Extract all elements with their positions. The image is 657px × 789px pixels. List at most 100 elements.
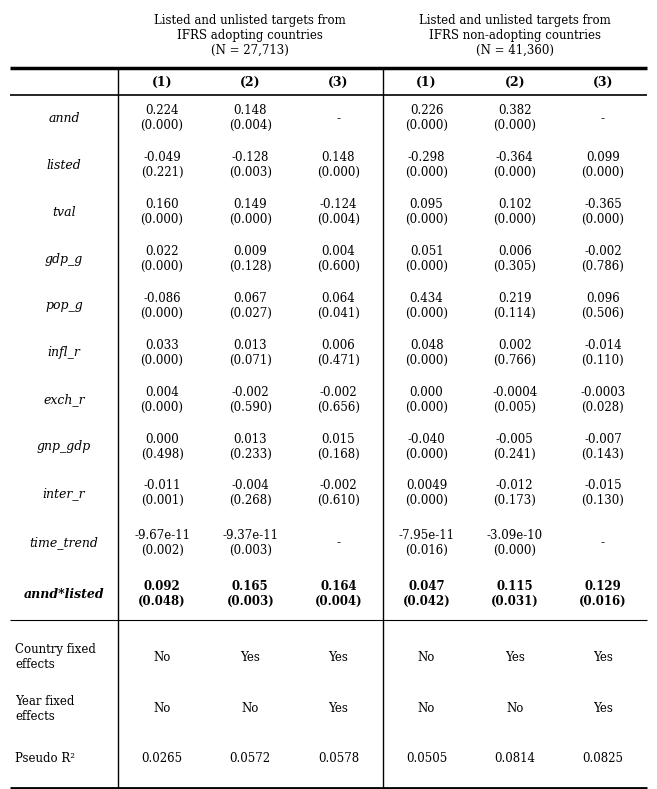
Text: -9.37e-11
(0.003): -9.37e-11 (0.003): [222, 529, 279, 557]
Text: -0.040
(0.000): -0.040 (0.000): [405, 432, 448, 461]
Text: No: No: [153, 702, 171, 716]
Text: No: No: [242, 702, 259, 716]
Text: No: No: [418, 651, 436, 664]
Text: exch_r: exch_r: [43, 393, 85, 406]
Text: 0.434
(0.000): 0.434 (0.000): [405, 292, 448, 320]
Text: -: -: [601, 537, 605, 549]
Text: -3.09e-10
(0.000): -3.09e-10 (0.000): [487, 529, 543, 557]
Text: 0.0578: 0.0578: [318, 751, 359, 765]
Text: Yes: Yes: [328, 651, 348, 664]
Text: gdp_g: gdp_g: [45, 252, 83, 266]
Text: No: No: [418, 702, 436, 716]
Text: 0.219
(0.114): 0.219 (0.114): [493, 292, 536, 320]
Text: 0.148
(0.004): 0.148 (0.004): [229, 104, 272, 133]
Text: 0.165
(0.003): 0.165 (0.003): [227, 580, 274, 608]
Text: -0.002
(0.590): -0.002 (0.590): [229, 386, 272, 413]
Text: 0.000
(0.498): 0.000 (0.498): [141, 432, 183, 461]
Text: 0.149
(0.000): 0.149 (0.000): [229, 198, 272, 226]
Text: 0.009
(0.128): 0.009 (0.128): [229, 245, 271, 273]
Text: -0.049
(0.221): -0.049 (0.221): [141, 151, 183, 179]
Text: Yes: Yes: [593, 702, 613, 716]
Text: 0.064
(0.041): 0.064 (0.041): [317, 292, 360, 320]
Text: 0.148
(0.000): 0.148 (0.000): [317, 151, 360, 179]
Text: pop_g: pop_g: [45, 300, 83, 312]
Text: listed: listed: [47, 159, 81, 172]
Text: annd*listed: annd*listed: [24, 588, 104, 600]
Text: (2): (2): [240, 76, 261, 88]
Text: 0.129
(0.016): 0.129 (0.016): [579, 580, 627, 608]
Text: 0.226
(0.000): 0.226 (0.000): [405, 104, 448, 133]
Text: -: -: [336, 537, 340, 549]
Text: 0.002
(0.766): 0.002 (0.766): [493, 338, 536, 367]
Text: -0.364
(0.000): -0.364 (0.000): [493, 151, 536, 179]
Text: 0.004
(0.000): 0.004 (0.000): [141, 386, 183, 413]
Text: -9.67e-11
(0.002): -9.67e-11 (0.002): [134, 529, 190, 557]
Text: 0.160
(0.000): 0.160 (0.000): [141, 198, 183, 226]
Text: Yes: Yes: [328, 702, 348, 716]
Text: 0.047
(0.042): 0.047 (0.042): [403, 580, 451, 608]
Text: -7.95e-11
(0.016): -7.95e-11 (0.016): [399, 529, 455, 557]
Text: -0.002
(0.786): -0.002 (0.786): [581, 245, 624, 273]
Text: -0.014
(0.110): -0.014 (0.110): [581, 338, 624, 367]
Text: -0.086
(0.000): -0.086 (0.000): [141, 292, 183, 320]
Text: -0.012
(0.173): -0.012 (0.173): [493, 480, 536, 507]
Text: 0.013
(0.071): 0.013 (0.071): [229, 338, 272, 367]
Text: -0.298
(0.000): -0.298 (0.000): [405, 151, 448, 179]
Text: 0.0505: 0.0505: [406, 751, 447, 765]
Text: (3): (3): [593, 76, 613, 88]
Text: 0.004
(0.600): 0.004 (0.600): [317, 245, 360, 273]
Text: 0.033
(0.000): 0.033 (0.000): [141, 338, 183, 367]
Text: Country fixed
effects: Country fixed effects: [15, 644, 96, 671]
Text: infl_r: infl_r: [47, 346, 80, 359]
Text: -0.002
(0.656): -0.002 (0.656): [317, 386, 360, 413]
Text: (3): (3): [328, 76, 349, 88]
Text: 0.013
(0.233): 0.013 (0.233): [229, 432, 272, 461]
Text: -0.011
(0.001): -0.011 (0.001): [141, 480, 183, 507]
Text: Pseudo R²: Pseudo R²: [15, 751, 75, 765]
Text: 0.0265: 0.0265: [141, 751, 183, 765]
Text: Yes: Yes: [593, 651, 613, 664]
Text: 0.0572: 0.0572: [230, 751, 271, 765]
Text: 0.015
(0.168): 0.015 (0.168): [317, 432, 360, 461]
Text: 0.102
(0.000): 0.102 (0.000): [493, 198, 536, 226]
Text: -0.007
(0.143): -0.007 (0.143): [581, 432, 624, 461]
Text: -0.015
(0.130): -0.015 (0.130): [581, 480, 624, 507]
Text: -0.005
(0.241): -0.005 (0.241): [493, 432, 536, 461]
Text: inter_r: inter_r: [43, 487, 85, 500]
Text: 0.0049
(0.000): 0.0049 (0.000): [405, 480, 448, 507]
Text: gnp_gdp: gnp_gdp: [37, 440, 91, 453]
Text: Yes: Yes: [240, 651, 260, 664]
Text: 0.0814: 0.0814: [494, 751, 535, 765]
Text: tval: tval: [52, 206, 76, 219]
Text: 0.115
(0.031): 0.115 (0.031): [491, 580, 539, 608]
Text: 0.048
(0.000): 0.048 (0.000): [405, 338, 448, 367]
Text: -: -: [601, 112, 605, 125]
Text: Yes: Yes: [505, 651, 525, 664]
Text: -0.002
(0.610): -0.002 (0.610): [317, 480, 360, 507]
Text: No: No: [506, 702, 524, 716]
Text: -0.365
(0.000): -0.365 (0.000): [581, 198, 624, 226]
Text: time_trend: time_trend: [30, 537, 99, 549]
Text: 0.382
(0.000): 0.382 (0.000): [493, 104, 536, 133]
Text: 0.224
(0.000): 0.224 (0.000): [141, 104, 183, 133]
Text: 0.096
(0.506): 0.096 (0.506): [581, 292, 624, 320]
Text: -0.128
(0.003): -0.128 (0.003): [229, 151, 272, 179]
Text: No: No: [153, 651, 171, 664]
Text: 0.095
(0.000): 0.095 (0.000): [405, 198, 448, 226]
Text: -0.0003
(0.028): -0.0003 (0.028): [580, 386, 625, 413]
Text: 0.164
(0.004): 0.164 (0.004): [315, 580, 362, 608]
Text: 0.0825: 0.0825: [582, 751, 623, 765]
Text: Year fixed
effects: Year fixed effects: [15, 695, 74, 723]
Text: 0.092
(0.048): 0.092 (0.048): [138, 580, 186, 608]
Text: 0.006
(0.305): 0.006 (0.305): [493, 245, 536, 273]
Text: 0.051
(0.000): 0.051 (0.000): [405, 245, 448, 273]
Text: 0.067
(0.027): 0.067 (0.027): [229, 292, 272, 320]
Text: annd: annd: [48, 112, 79, 125]
Text: (2): (2): [505, 76, 525, 88]
Text: 0.022
(0.000): 0.022 (0.000): [141, 245, 183, 273]
Text: Listed and unlisted targets from
IFRS non-adopting countries
(N = 41,360): Listed and unlisted targets from IFRS no…: [419, 13, 610, 57]
Text: -: -: [336, 112, 340, 125]
Text: -0.004
(0.268): -0.004 (0.268): [229, 480, 271, 507]
Text: 0.006
(0.471): 0.006 (0.471): [317, 338, 360, 367]
Text: -0.0004
(0.005): -0.0004 (0.005): [492, 386, 537, 413]
